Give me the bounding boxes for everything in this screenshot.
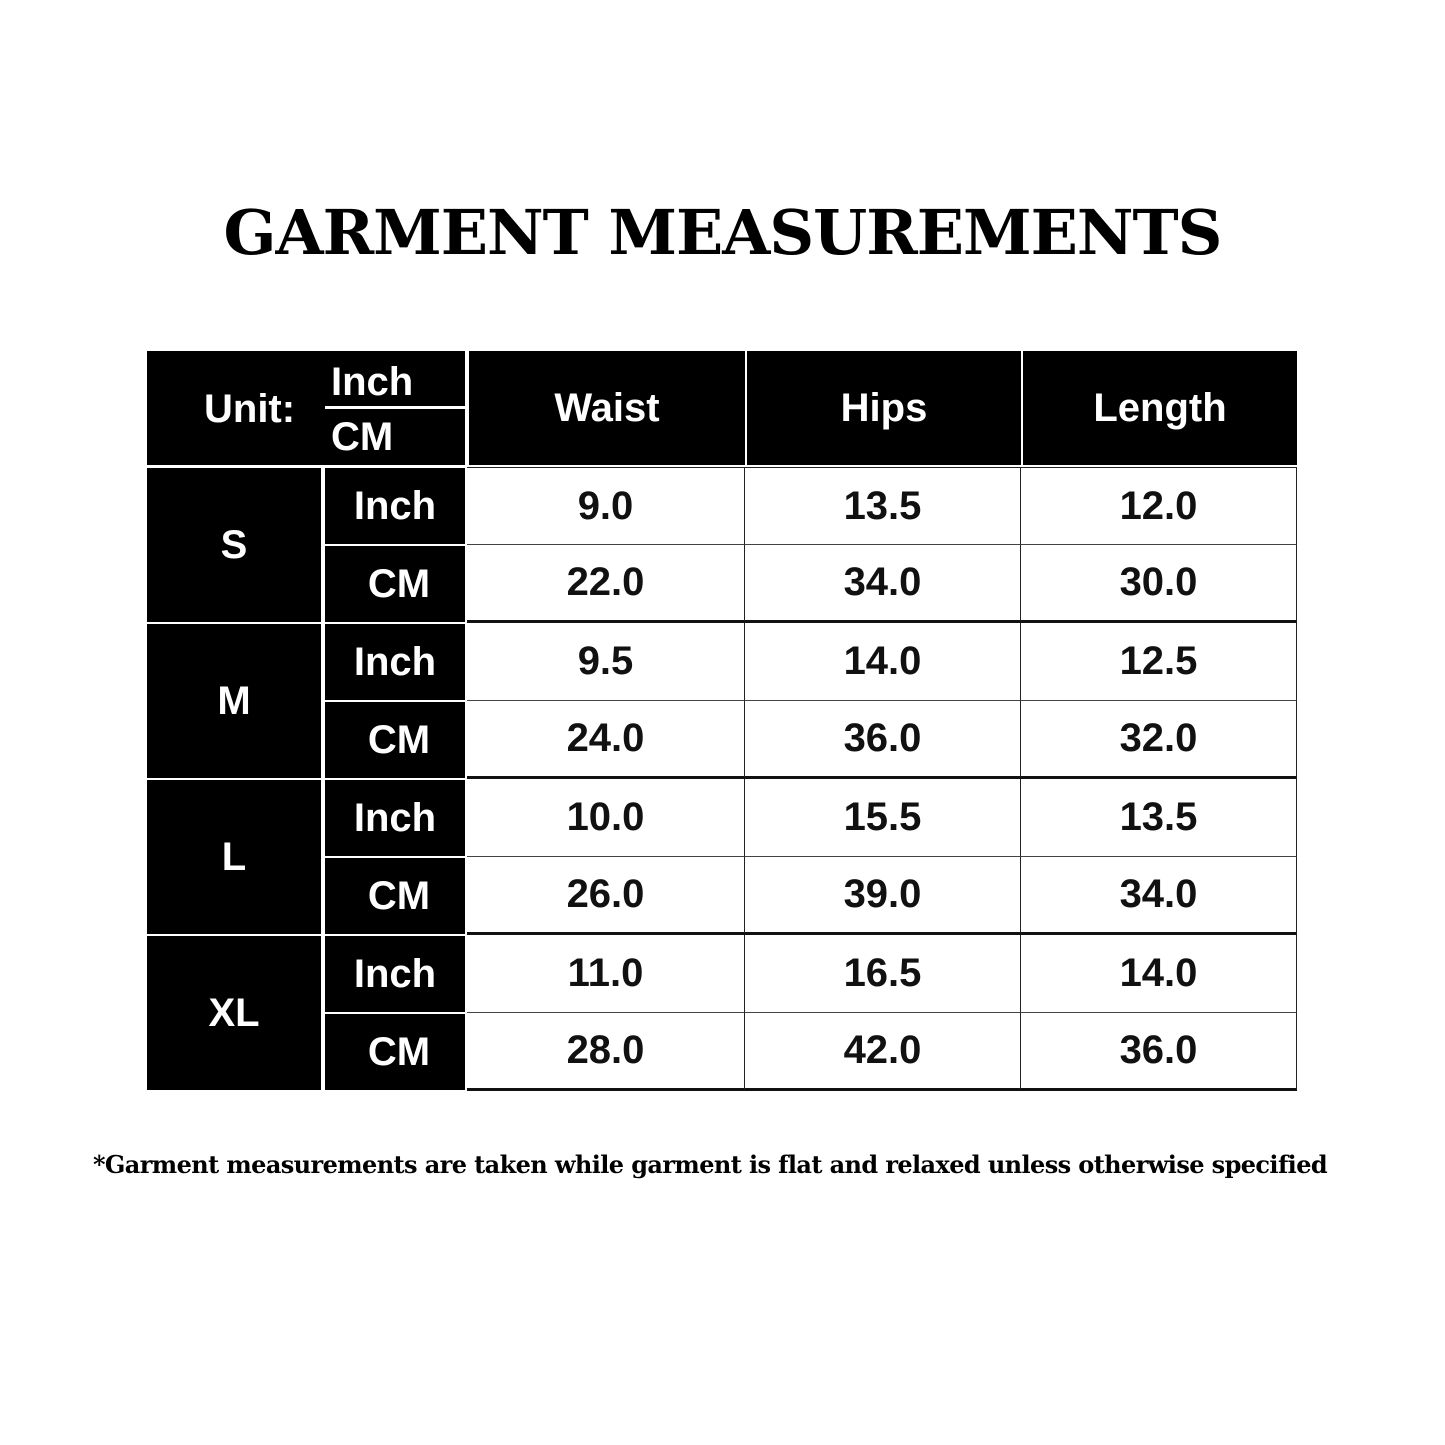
table-cell: 42.0	[745, 1013, 1021, 1091]
table-cell: 24.0	[467, 701, 745, 779]
column-header-length: Length	[1023, 351, 1297, 465]
table-cell: 32.0	[1021, 701, 1297, 779]
unit-inch: Inch	[331, 360, 414, 404]
table-cell: 36.0	[1021, 1013, 1297, 1091]
unit-cell: Inch	[325, 468, 465, 544]
table-cell: 9.0	[467, 467, 745, 545]
table-cell: 16.5	[745, 935, 1021, 1013]
table-cell: 30.0	[1021, 545, 1297, 623]
table-cell: 28.0	[467, 1013, 745, 1091]
unit-cell: Inch	[325, 624, 465, 700]
table-cell: 39.0	[745, 857, 1021, 935]
table-cell: 36.0	[745, 701, 1021, 779]
table-cell: 9.5	[467, 623, 745, 701]
column-header-waist: Waist	[469, 351, 745, 465]
page-title: GARMENT MEASUREMENTS	[223, 196, 1223, 269]
table-cell: 14.0	[1021, 935, 1297, 1013]
size-label-m: M	[147, 624, 321, 778]
footnote: *Garment measurements are taken while ga…	[92, 1150, 1328, 1179]
unit-cell: CM	[325, 546, 465, 622]
table-cell: 12.5	[1021, 623, 1297, 701]
table-cell: 11.0	[467, 935, 745, 1013]
unit-cell: CM	[325, 1014, 465, 1090]
table-cell: 14.0	[745, 623, 1021, 701]
size-label-xl: XL	[147, 936, 321, 1090]
unit-cm: CM	[331, 415, 394, 459]
table-cell: 13.5	[745, 467, 1021, 545]
table-cell: 15.5	[745, 779, 1021, 857]
unit-cell: CM	[325, 702, 465, 778]
table-cell: 34.0	[1021, 857, 1297, 935]
unit-divider	[325, 406, 467, 409]
unit-cell: Inch	[325, 936, 465, 1012]
unit-label: Unit:	[204, 387, 296, 431]
unit-cell: CM	[325, 858, 465, 934]
unit-cell: Inch	[325, 780, 465, 856]
table-cell: 10.0	[467, 779, 745, 857]
table-cell: 26.0	[467, 857, 745, 935]
table-cell: 13.5	[1021, 779, 1297, 857]
size-label-l: L	[147, 780, 321, 934]
table-cell: 22.0	[467, 545, 745, 623]
size-label-s: S	[147, 468, 321, 622]
table-cell: 34.0	[745, 545, 1021, 623]
column-header-hips: Hips	[747, 351, 1021, 465]
table-cell: 12.0	[1021, 467, 1297, 545]
